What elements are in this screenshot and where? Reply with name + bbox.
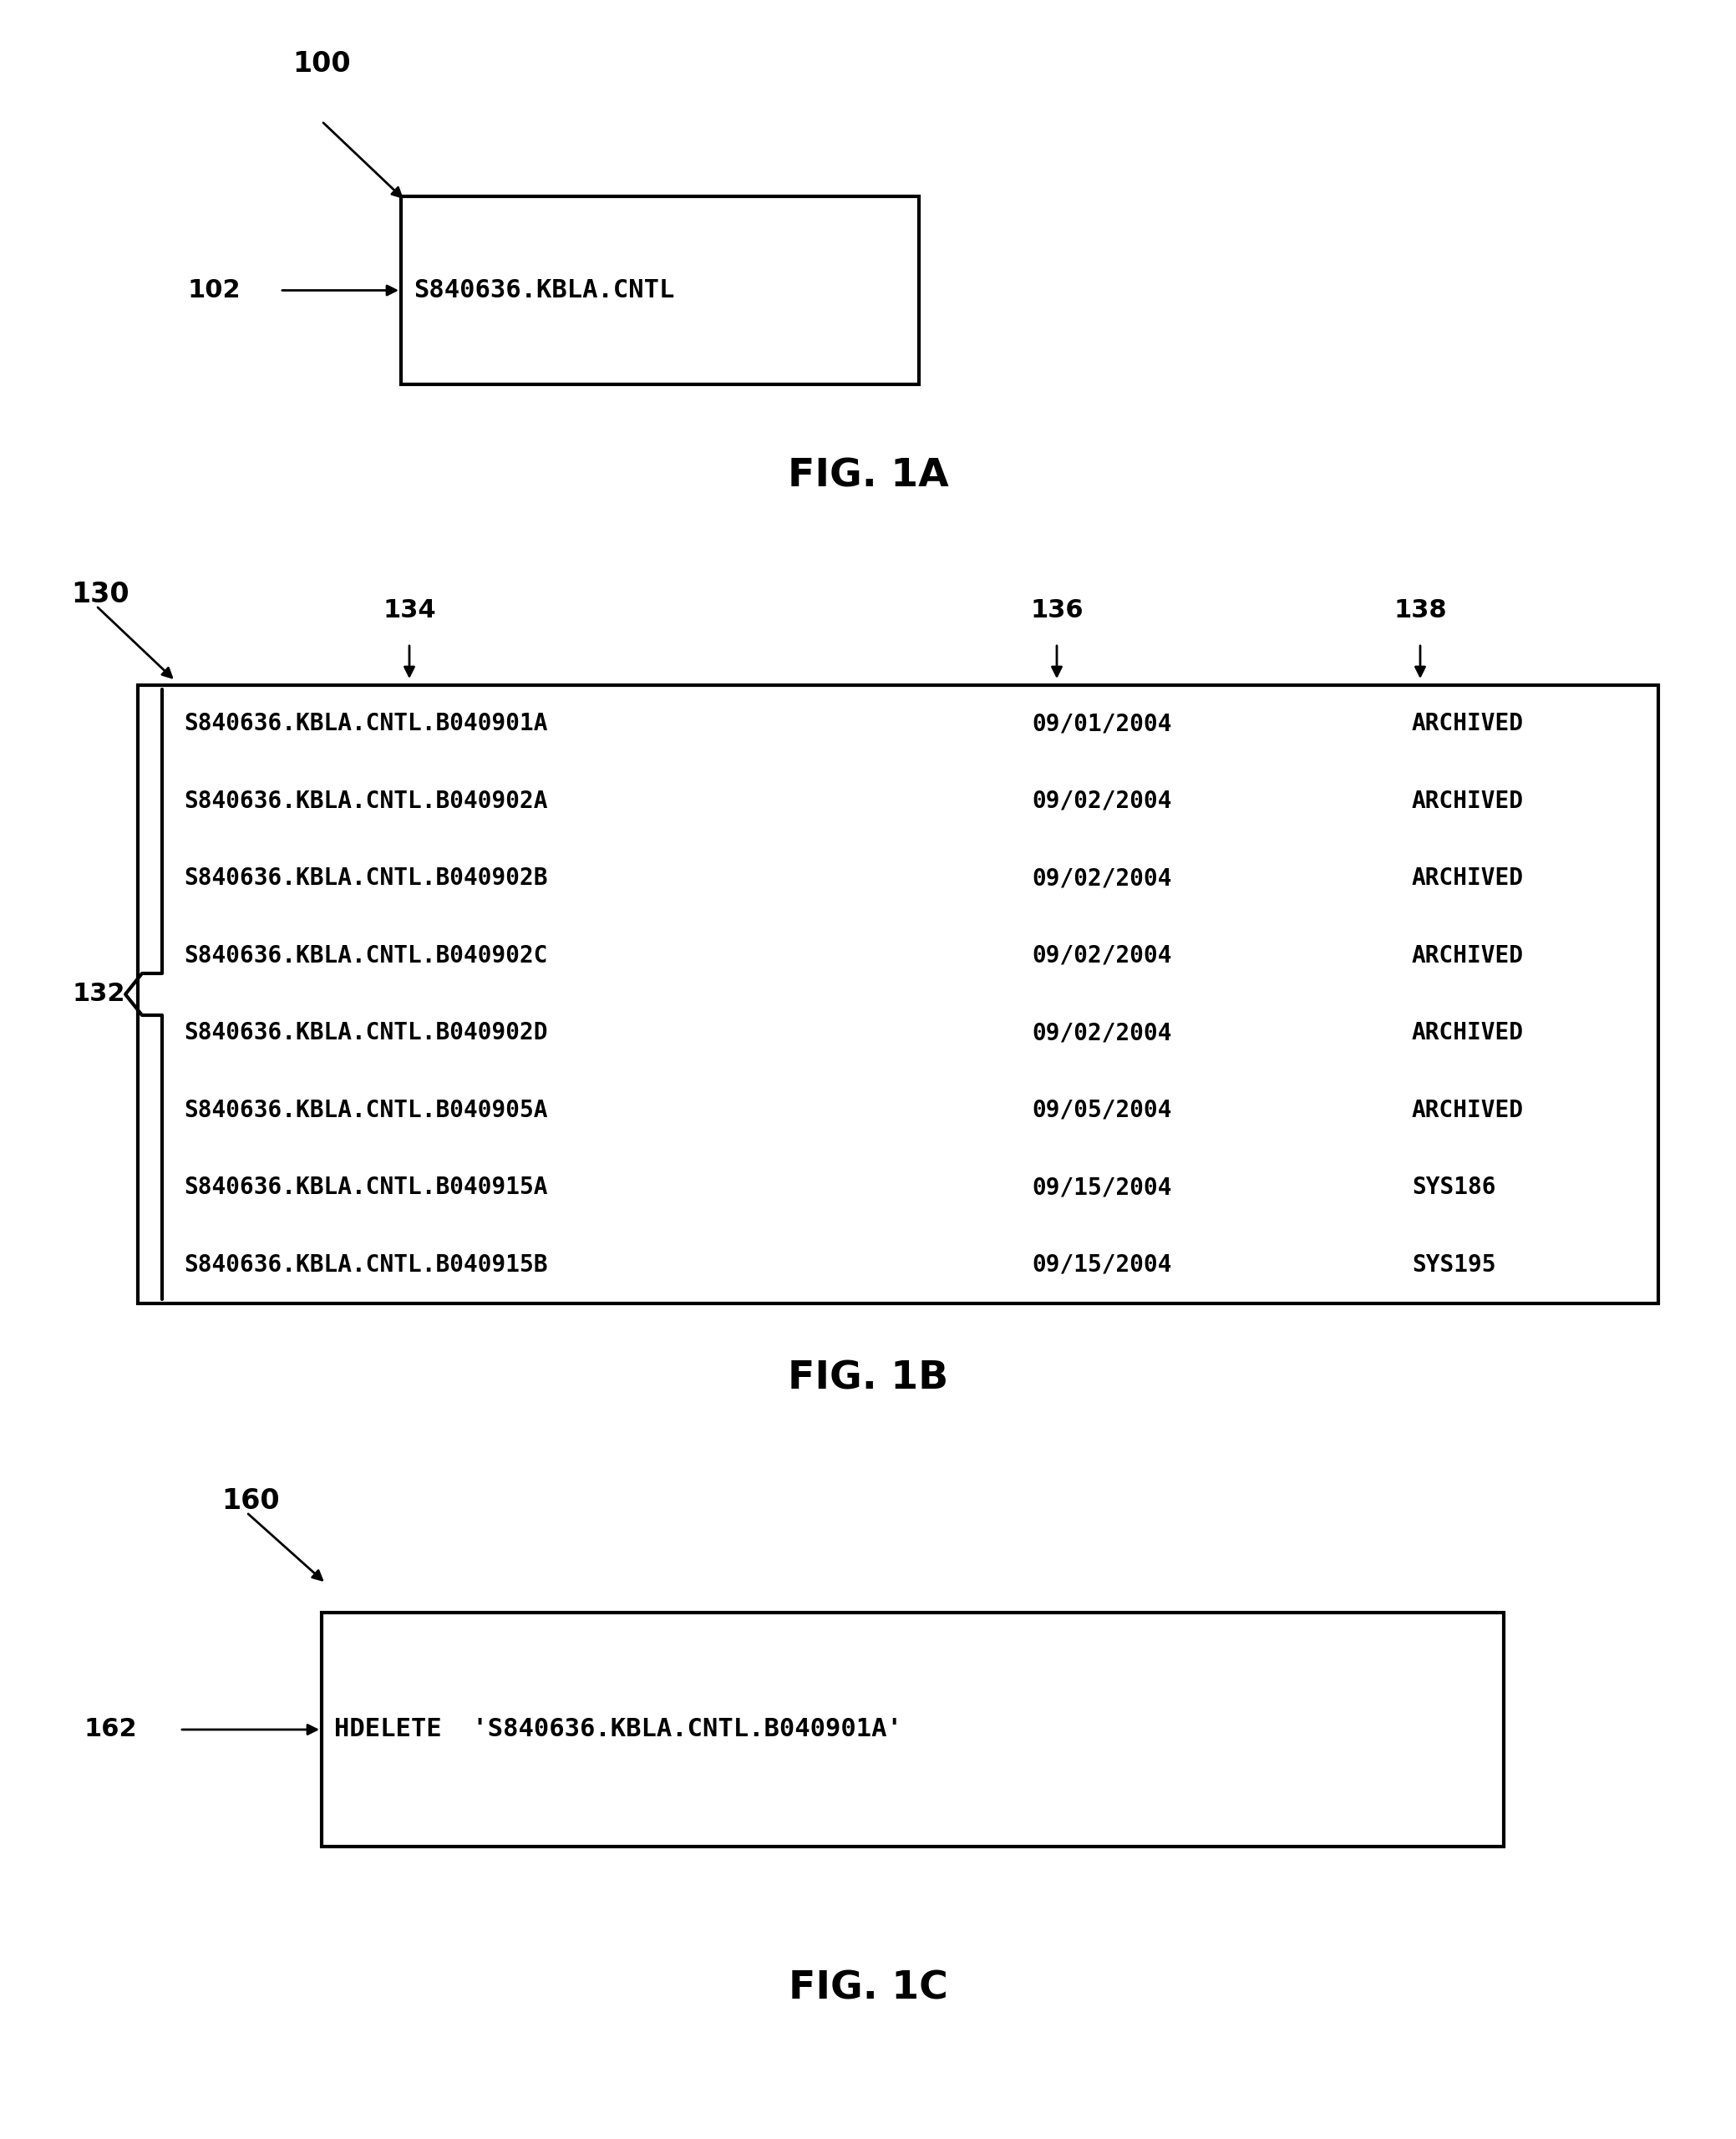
Text: 09/05/2004: 09/05/2004 [1031,1099,1172,1123]
Text: ARCHIVED: ARCHIVED [1411,866,1524,890]
Text: 160: 160 [222,1487,279,1514]
Text: 132: 132 [73,982,125,1007]
Text: 134: 134 [382,599,436,622]
Text: S840636.KBLA.CNTL.B040915B: S840636.KBLA.CNTL.B040915B [184,1253,547,1277]
FancyBboxPatch shape [137,684,1658,1303]
Text: ARCHIVED: ARCHIVED [1411,1020,1524,1044]
Text: 100: 100 [292,49,351,77]
Text: FIG. 1B: FIG. 1B [788,1360,948,1397]
Text: S840636.KBLA.CNTL.B040902D: S840636.KBLA.CNTL.B040902D [184,1020,547,1044]
FancyBboxPatch shape [401,197,918,385]
Text: FIG. 1A: FIG. 1A [788,458,948,494]
Text: S840636.KBLA.CNTL: S840636.KBLA.CNTL [413,278,675,302]
Text: S840636.KBLA.CNTL.B040905A: S840636.KBLA.CNTL.B040905A [184,1099,547,1123]
Text: HDELETE  'S840636.KBLA.CNTL.B040901A': HDELETE 'S840636.KBLA.CNTL.B040901A' [333,1718,903,1741]
Text: ARCHIVED: ARCHIVED [1411,712,1524,736]
Text: 09/02/2004: 09/02/2004 [1031,866,1172,890]
Text: ARCHIVED: ARCHIVED [1411,1099,1524,1123]
Text: 130: 130 [71,580,128,607]
FancyBboxPatch shape [321,1613,1503,1846]
Text: S840636.KBLA.CNTL.B040902A: S840636.KBLA.CNTL.B040902A [184,789,547,813]
Text: 09/15/2004: 09/15/2004 [1031,1253,1172,1277]
Text: SYS195: SYS195 [1411,1253,1496,1277]
Text: 09/02/2004: 09/02/2004 [1031,789,1172,813]
Text: S840636.KBLA.CNTL.B040915A: S840636.KBLA.CNTL.B040915A [184,1176,547,1200]
Text: SYS186: SYS186 [1411,1176,1496,1200]
Text: 136: 136 [1029,599,1083,622]
Text: ARCHIVED: ARCHIVED [1411,943,1524,967]
Text: FIG. 1C: FIG. 1C [788,1970,948,2006]
Text: 102: 102 [187,278,241,302]
Text: 138: 138 [1394,599,1446,622]
Text: S840636.KBLA.CNTL.B040902B: S840636.KBLA.CNTL.B040902B [184,866,547,890]
Text: ARCHIVED: ARCHIVED [1411,789,1524,813]
Text: 09/02/2004: 09/02/2004 [1031,1020,1172,1044]
Text: S840636.KBLA.CNTL.B040901A: S840636.KBLA.CNTL.B040901A [184,712,547,736]
Text: 162: 162 [83,1718,137,1741]
Text: 09/15/2004: 09/15/2004 [1031,1176,1172,1200]
Text: 09/01/2004: 09/01/2004 [1031,712,1172,736]
Text: 09/02/2004: 09/02/2004 [1031,943,1172,967]
Text: S840636.KBLA.CNTL.B040902C: S840636.KBLA.CNTL.B040902C [184,943,547,967]
